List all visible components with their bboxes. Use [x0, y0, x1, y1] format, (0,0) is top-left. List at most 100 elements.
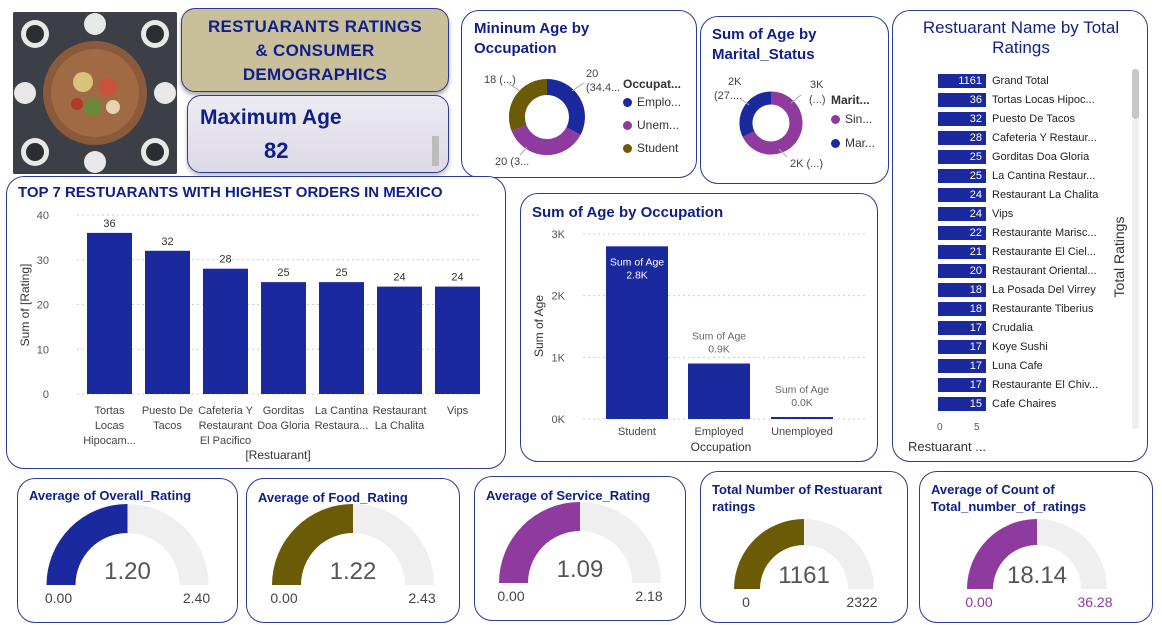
data-label: 3K [810, 79, 824, 91]
gauge-food-rating: 1.22 0.00 2.43 [270, 504, 436, 606]
top7-chart-card: TOP 7 RESTUARANTS WITH HIGHEST ORDERS IN… [6, 176, 506, 469]
ranking-value: 18 [938, 283, 986, 297]
scrollbar-thumb[interactable] [1132, 69, 1139, 119]
ranking-value: 36 [938, 93, 986, 107]
x-tick-label: Unemployed [771, 426, 833, 438]
scrollbar[interactable] [432, 136, 439, 166]
ranking-row[interactable]: 22 Restaurante Marisc... [938, 224, 1128, 241]
axis-tick: 5 [974, 422, 980, 433]
gauge-title: Average of Service_Rating [486, 488, 651, 503]
ranking-row[interactable]: 32 Puesto De Tacos [938, 110, 1128, 127]
banner-line-1: RESTUARANTS RATINGS [207, 17, 423, 36]
ranking-row[interactable]: 15 Cafe Chaires [938, 395, 1128, 412]
ranking-row[interactable]: 20 Restaurant Oriental... [938, 262, 1128, 279]
x-axis-title: [Restuarant] [245, 448, 310, 462]
gauge-fill [967, 519, 1037, 589]
bar-label-value: 2.8K [626, 269, 648, 281]
data-label: 2K [728, 76, 742, 88]
legend-label: Mar... [845, 136, 876, 150]
bar [377, 286, 422, 394]
ranking-row[interactable]: 18 Restaurante Tiberius [938, 300, 1128, 317]
gauge-title: Average of Food_Rating [258, 490, 408, 505]
bar-value-label: 28 [219, 254, 231, 266]
gauge-title: Average of Count of Total_number_of_rati… [931, 481, 1086, 515]
legend-item[interactable]: Student [623, 141, 678, 155]
gauge-card-total-ratings: Total Number of Restuarant ratings 1161 0… [700, 471, 908, 623]
legend-dot [623, 144, 632, 154]
gauge-min: 0.00 [497, 588, 524, 604]
legend-item[interactable]: Unem... [623, 118, 679, 132]
bar-value-label: 36 [103, 218, 115, 230]
ranking-name: Crudalia [992, 322, 1033, 334]
ranking-name: Gorditas Doa Gloria [992, 151, 1090, 163]
bar-label-name: Sum of Age [775, 384, 829, 396]
gauge-title-line-2: Total_number_of_ratings [931, 499, 1087, 514]
gauge-value: 1.22 [330, 558, 377, 585]
gauge-value: 1161 [778, 562, 830, 589]
ranking-row[interactable]: 17 Crudalia [938, 319, 1128, 336]
y-tick-label: 30 [37, 255, 49, 267]
ranking-row[interactable]: 17 Luna Cafe [938, 357, 1128, 374]
bar-label-value: 0.9K [708, 344, 730, 356]
gauge-card-avg-count: Average of Count of Total_number_of_rati… [919, 471, 1153, 623]
ranking-row[interactable]: 18 La Posada Del Virrey [938, 281, 1128, 298]
bar [145, 250, 190, 394]
gauge-value: 1.20 [104, 558, 151, 585]
y-tick-label: 1K [552, 352, 566, 364]
axis-tick: 0 [937, 422, 943, 433]
y-tick-label: 2K [552, 291, 566, 303]
gauge-min: 0.00 [270, 590, 297, 606]
ranking-value: 25 [938, 150, 986, 164]
ranking-row[interactable]: 17 Restaurante El Chiv... [938, 376, 1128, 393]
gauge-card-food: Average of Food_Rating 1.22 0.00 2.43 [246, 478, 460, 623]
ranking-row[interactable]: 17 Koye Sushi [938, 338, 1128, 355]
ranking-value: 18 [938, 302, 986, 316]
ranking-row[interactable]: 21 Restaurante El Ciel... [938, 243, 1128, 260]
y-tick-label: 0K [552, 414, 566, 426]
ranking-name: Restaurante El Ciel... [992, 246, 1096, 258]
ranking-row[interactable]: 1161 Grand Total [938, 72, 1128, 89]
legend-item[interactable]: Emplo... [623, 95, 681, 109]
gauge-min: 0.00 [45, 590, 72, 606]
scrollbar-track[interactable] [1132, 119, 1139, 429]
legend-dot [831, 115, 840, 125]
chart-title: Mininum Age by Occupation [474, 20, 590, 57]
chart-title: Sum of Age by Marital_Status [712, 26, 817, 63]
ranking-value: 32 [938, 112, 986, 126]
gauge-card-overall: Average of Overall_Rating 1.20 0.00 2.40 [17, 478, 238, 623]
donut-slice-married [739, 91, 772, 137]
ranking-row[interactable]: 25 La Cantina Restaur... [938, 167, 1128, 184]
ranking-row[interactable]: 36 Tortas Locas Hipoc... [938, 91, 1128, 108]
x-tick-label: Restaurant [199, 420, 253, 432]
x-tick-label: Student [618, 426, 656, 438]
gauge-title-line-1: Total Number of Restuarant [712, 482, 883, 497]
ranking-value: 21 [938, 245, 986, 259]
ranking-name: Grand Total [992, 75, 1049, 87]
gauge-title: Total Number of Restuarant ratings [712, 481, 882, 515]
ranking-row[interactable]: 28 Cafeteria Y Restaur... [938, 129, 1128, 146]
bar-label-name: Sum of Age [610, 256, 664, 268]
ranking-row[interactable]: 24 Vips [938, 205, 1128, 222]
ranking-value: 17 [938, 340, 986, 354]
legend-item[interactable]: Sin... [831, 112, 872, 126]
gauge-title-line-2: ratings [712, 499, 756, 514]
x-tick-label: La Chalita [375, 420, 425, 432]
legend-dot [623, 121, 632, 131]
ranking-name: Cafeteria Y Restaur... [992, 132, 1097, 144]
ranking-value: 1161 [938, 74, 986, 88]
legend-item[interactable]: Mar... [831, 136, 875, 150]
ranking-row[interactable]: 25 Gorditas Doa Gloria [938, 148, 1128, 165]
ranking-value: 24 [938, 207, 986, 221]
legend-dot [831, 139, 840, 149]
bar [435, 286, 480, 394]
x-tick-label: Doa Gloria [257, 420, 310, 432]
ranking-name: Restaurant La Chalita [992, 189, 1099, 201]
gauge-max: 2.40 [183, 590, 210, 606]
x-tick-label: Vips [447, 405, 469, 417]
ranking-row[interactable]: 24 Restaurant La Chalita [938, 186, 1128, 203]
chart-title: TOP 7 RESTUARANTS WITH HIGHEST ORDERS IN… [18, 184, 443, 201]
min-age-occupation-card: Mininum Age by Occupation 18 (...) 20 (3… [461, 10, 697, 178]
ranking-name: Puesto De Tacos [992, 113, 1075, 125]
ranking-name: Koye Sushi [992, 341, 1048, 353]
